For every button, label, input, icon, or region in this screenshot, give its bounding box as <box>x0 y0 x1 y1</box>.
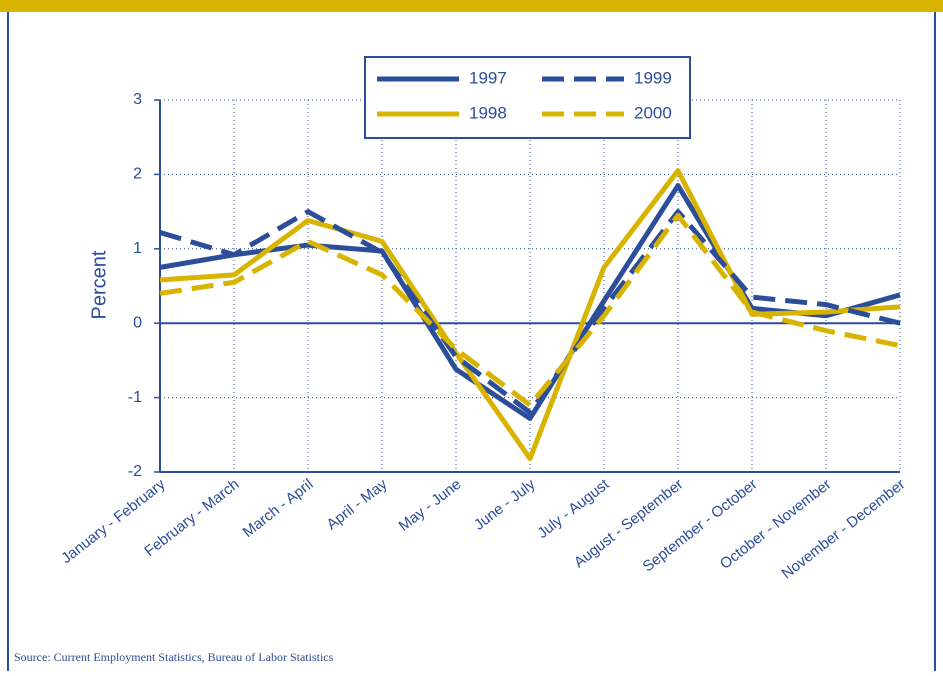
x-tick-label: May - June <box>396 476 465 535</box>
x-tick-label: November - December <box>778 476 908 583</box>
series-line <box>159 212 901 408</box>
x-tick-label: March - April <box>240 476 317 541</box>
x-tick-label: April - May <box>324 475 391 533</box>
header-band <box>0 0 943 12</box>
y-axis-label: Percent <box>88 250 110 319</box>
source-note: Source: Current Employment Statistics, B… <box>14 650 334 664</box>
legend-label: 1998 <box>469 103 507 122</box>
y-tick-label: 0 <box>133 314 142 331</box>
y-tick-label: 1 <box>133 240 142 257</box>
series-line <box>159 183 901 421</box>
y-tick-label: 2 <box>133 166 142 183</box>
legend-box <box>364 56 691 139</box>
series-line <box>159 209 901 415</box>
y-tick-label: 3 <box>133 91 142 108</box>
y-tick-label: -2 <box>128 463 142 480</box>
legend-label: 2000 <box>634 103 672 122</box>
legend-label: 1997 <box>469 68 507 87</box>
x-tick-label: July - August <box>534 475 613 542</box>
y-tick-label: -1 <box>128 389 142 406</box>
series-line <box>159 168 901 462</box>
x-tick-label: June - July <box>471 475 539 533</box>
legend-label: 1999 <box>634 68 672 87</box>
